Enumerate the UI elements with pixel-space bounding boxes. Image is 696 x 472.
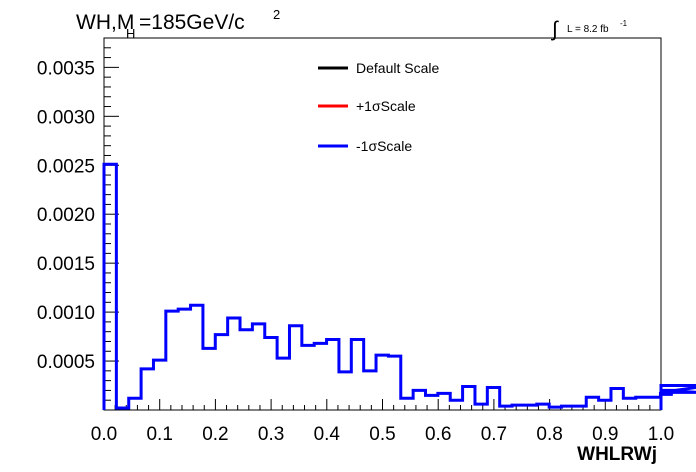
x-tick-label: 0.9: [592, 424, 618, 445]
y-tick-label: 0.0005: [37, 352, 95, 373]
legend-label-plus1sigma: +1σScale: [356, 98, 416, 114]
x-tick-label: 0.1: [146, 424, 172, 445]
x-tick-label: 0.3: [258, 424, 284, 445]
x-tick-label: 0.8: [536, 424, 562, 445]
x-axis-label: WHLRWj: [577, 444, 657, 465]
legend: Default Scale +1σScale -1σScale: [318, 60, 439, 154]
x-tick-label: 0.6: [425, 424, 451, 445]
luminosity-label: L = 8.2 fb: [567, 24, 609, 35]
y-tick-label: 0.0015: [37, 254, 95, 275]
series-group: [102, 162, 696, 410]
chart-title-rest: =185GeV/c: [139, 11, 245, 34]
y-tick-label: 0.0010: [37, 303, 95, 324]
x-tick-label: 1.0: [648, 424, 674, 445]
integral-symbol: ∫: [551, 18, 559, 41]
legend-label-minus1sigma: -1σScale: [356, 138, 412, 154]
chart-title-subscript: H: [126, 26, 135, 41]
series-line: [102, 162, 696, 410]
axis-ticks: 0.0 0.1 0.2 0.3 0.4 0.5 0.6 0.7 0.8 0.9 1.0 0.0005 0…: [37, 47, 674, 445]
legend-label-default: Default Scale: [356, 60, 439, 76]
x-tick-label: 0.4: [314, 424, 341, 445]
x-tick-label: 0.7: [481, 424, 507, 445]
y-tick-label: 0.0035: [37, 58, 95, 79]
chart-title-superscript: 2: [273, 7, 280, 22]
x-tick-label: 0.0: [91, 424, 117, 445]
y-tick-label: 0.0020: [37, 205, 95, 226]
chart-title-main: WH,M: [76, 11, 134, 34]
x-tick-label: 0.5: [369, 424, 395, 445]
luminosity-superscript: -1: [620, 19, 628, 28]
x-tick-label: 0.2: [202, 424, 228, 445]
y-tick-label: 0.0030: [37, 107, 95, 128]
y-tick-label: 0.0025: [37, 156, 95, 177]
